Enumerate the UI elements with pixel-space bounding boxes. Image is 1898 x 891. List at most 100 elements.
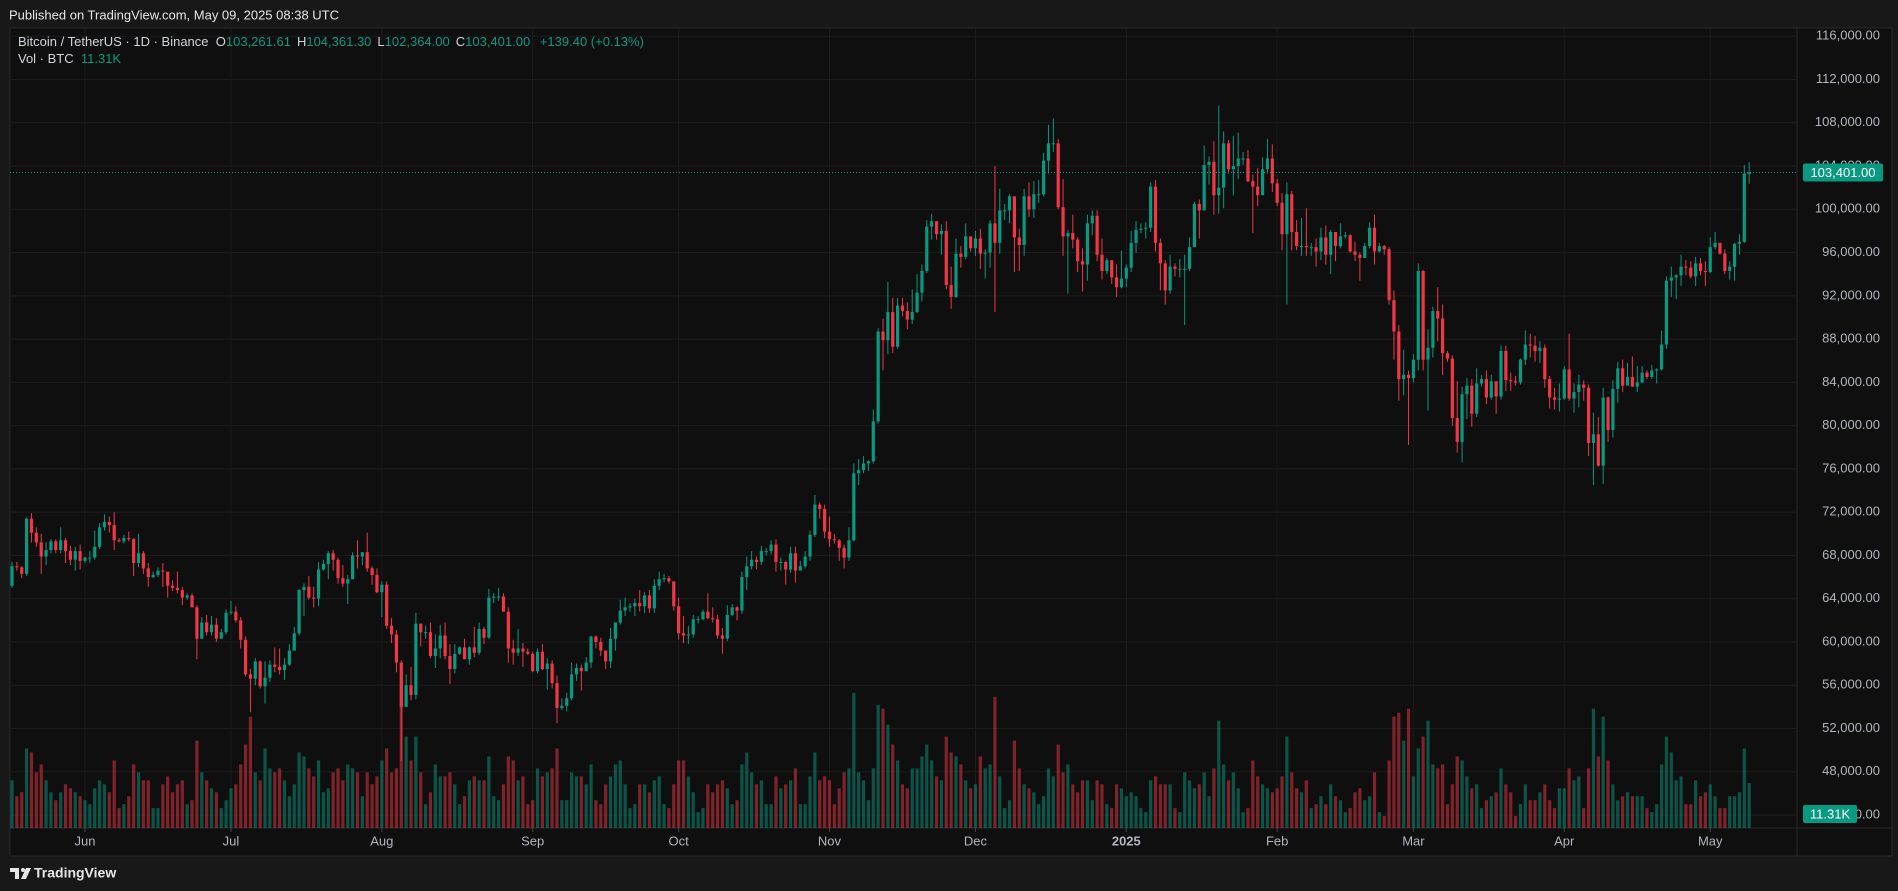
volume-bar [1509, 792, 1513, 828]
volume-bar [1557, 788, 1561, 828]
candle-body [1479, 379, 1484, 384]
candle-body [540, 651, 544, 669]
volume-bar [1222, 764, 1226, 828]
volume-bar [1372, 772, 1377, 828]
logo-mark [21, 868, 31, 879]
candle-body [1110, 260, 1114, 278]
candle-body [1562, 369, 1566, 399]
volume-bar [750, 772, 754, 828]
volume-bar [1460, 760, 1464, 828]
y-tick-label: 88,000.00 [1822, 331, 1880, 346]
volume-bar [852, 692, 856, 828]
volume-bar [161, 784, 165, 828]
volume-bar [20, 792, 24, 828]
volume-bar [1664, 736, 1669, 828]
volume-bar [297, 752, 301, 828]
volume-bar [569, 772, 574, 828]
volume-bar [1265, 788, 1270, 828]
candle-body [404, 685, 408, 707]
volume-bar [774, 776, 778, 828]
volume-bar [1207, 796, 1211, 828]
ohlc-key: O [215, 34, 226, 49]
volume-bar [1260, 784, 1265, 828]
candle-body [1494, 381, 1498, 397]
volume-bar [521, 776, 525, 828]
volume-bar [1007, 800, 1012, 828]
volume-bar [930, 760, 934, 828]
volume-bar [672, 784, 676, 828]
volume-bar [1650, 812, 1654, 828]
volume-bar [351, 768, 355, 828]
candle-body [550, 663, 554, 684]
volume-bar [1679, 776, 1683, 828]
candle-body [278, 666, 282, 671]
volume-bar [1431, 764, 1435, 828]
candle-body [1168, 266, 1172, 291]
volume-bar [1076, 792, 1080, 828]
volume-bar [448, 772, 452, 828]
volume-bar [1470, 788, 1474, 828]
candle-body [784, 561, 788, 570]
logo-mark [10, 868, 19, 879]
candle-body [482, 628, 486, 638]
volume-bar [998, 776, 1002, 828]
candle-body [939, 230, 944, 235]
candle-body [1728, 266, 1732, 271]
volume-bar [1358, 788, 1362, 828]
x-tick-label: Jun [75, 833, 96, 848]
volume-bar [1382, 816, 1386, 828]
volume-bar [667, 808, 671, 828]
candle-body [803, 556, 807, 567]
candle-body [1158, 242, 1162, 264]
candle-body [823, 508, 827, 532]
candle-body [774, 544, 778, 562]
volume-bar [1426, 720, 1430, 828]
volume-bar [1056, 744, 1060, 828]
volume-bar [579, 776, 583, 828]
volume-bar [905, 788, 909, 828]
candle-body [1445, 353, 1450, 359]
candle-body [560, 705, 564, 708]
volume-bar [1723, 808, 1727, 828]
volume-bar [1669, 752, 1673, 828]
volume-bar [355, 772, 360, 828]
candle-body [1309, 247, 1313, 249]
volume-bar [1616, 800, 1620, 828]
candle-body [506, 611, 510, 649]
candle-body [1046, 143, 1051, 161]
candle-body [1397, 331, 1401, 380]
candle-body [584, 662, 588, 672]
volume-bar [487, 756, 491, 828]
candle-body [1217, 187, 1221, 196]
volume-bar [34, 772, 38, 828]
candle-body [1061, 207, 1065, 237]
candle-body [1226, 143, 1231, 170]
volume-bar [725, 788, 729, 828]
candle-body [136, 553, 141, 563]
volume-bar [1402, 740, 1406, 828]
candle-body [886, 312, 890, 341]
volume-bar [166, 776, 170, 828]
volume-bar [808, 776, 812, 828]
volume-bar [209, 788, 214, 828]
volume-bar [959, 764, 963, 828]
volume-bar [44, 780, 48, 828]
candle-body [73, 551, 77, 560]
volume-bar [1085, 780, 1089, 828]
candle-body [1640, 372, 1644, 383]
candle-body [195, 607, 199, 639]
candle-body [662, 578, 666, 580]
candle-body [1100, 254, 1104, 271]
volume-bar [458, 804, 462, 828]
candle-body [29, 518, 34, 533]
candle-body [706, 611, 710, 619]
volume-bar [920, 756, 924, 828]
volume-bar [1625, 792, 1630, 828]
volume-bar [1548, 800, 1552, 828]
candle-body [1470, 385, 1474, 414]
candle-body [983, 252, 987, 254]
volume-bar [1299, 792, 1304, 828]
candle-body [900, 305, 905, 311]
candle-body [701, 611, 705, 620]
